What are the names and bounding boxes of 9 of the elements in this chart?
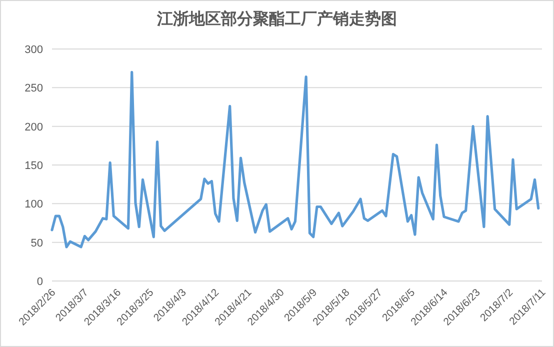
y-tick-label: 250 [24, 82, 43, 95]
y-tick-label: 100 [24, 198, 43, 211]
y-tick-label: 200 [24, 121, 43, 134]
y-tick-label: 150 [24, 160, 43, 172]
y-tick-label: 300 [24, 44, 43, 56]
chart-title: 江浙地区部分聚酯工厂产销走势图 [156, 9, 397, 28]
y-tick-label: 50 [30, 237, 43, 250]
y-tick-label: 0 [36, 276, 43, 288]
line-series [50, 70, 540, 248]
